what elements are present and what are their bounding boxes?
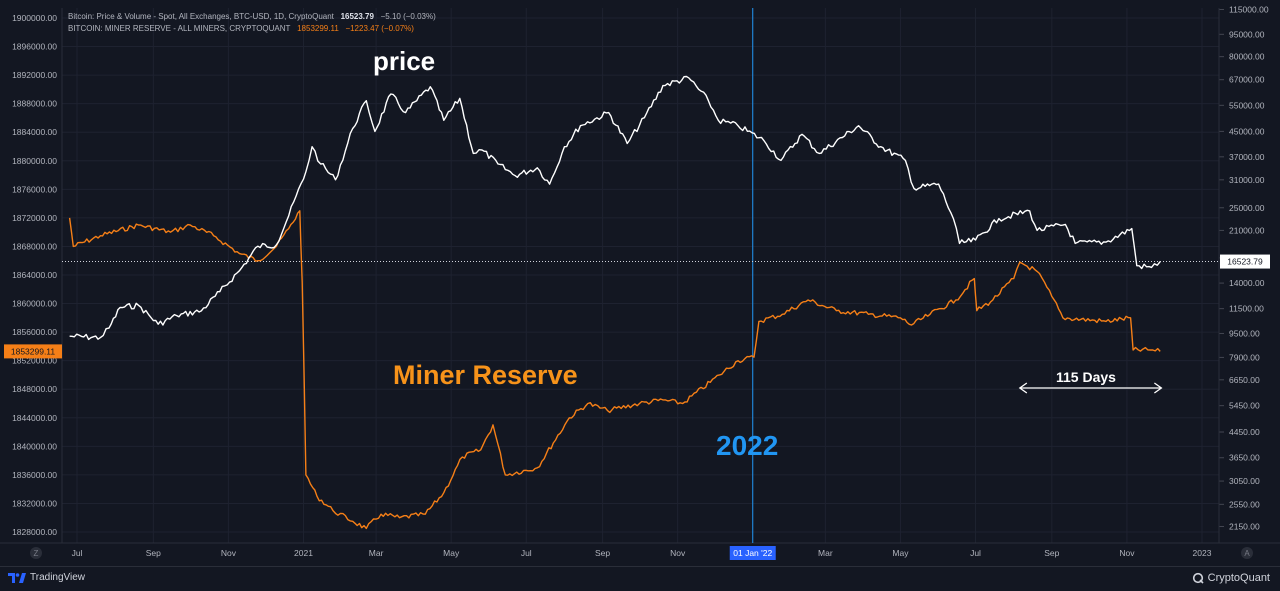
miner-value-badge [4,344,62,359]
x-axis-tick-label: May [443,548,460,558]
left-axis-tick-label: 1892000.00 [12,70,57,80]
right-axis-tick-label: 37000.00 [1229,152,1265,162]
left-axis-tick-label: 1900000.00 [12,13,57,23]
right-axis-tick-label: 2550.00 [1229,499,1260,509]
price-value-badge-label: 16523.79 [1227,257,1263,267]
right-axis-tick-label: 55000.00 [1229,100,1265,110]
chart-svg: 1900000.00 1896000.00 1892000.00 1888000.00… [0,5,1280,560]
x-axis-tick-label: Nov [670,548,686,558]
legend-price-label: Bitcoin: Price & Volume - Spot, All Exch… [68,12,334,21]
left-axis-tick-label: 1880000.00 [12,156,57,166]
left-axis-tick-label: 1896000.00 [12,42,57,52]
zoom-button[interactable] [30,547,42,559]
legend-price: Bitcoin: Price & Volume - Spot, All Exch… [68,12,436,21]
annotation-year: 2022 [716,430,779,461]
x-axis-tick-label: Mar [369,548,384,558]
x-axis-tick-label: Sep [146,548,161,558]
miner-value-badge-label: 1853299.11 [11,346,56,356]
right-axis-tick-label: 3050.00 [1229,476,1260,486]
tradingview-icon [8,572,26,583]
right-axis-tick-label: 11500.00 [1229,304,1264,314]
right-axis-tick-label: 5450.00 [1229,401,1260,411]
x-axis-tick-label: Mar [818,548,833,558]
right-axis-tick-label: 6650.00 [1229,375,1260,385]
price-value-badge [1220,254,1270,269]
right-axis-tick-label: 21000.00 [1229,225,1265,235]
right-axis-tick-label: 95000.00 [1229,29,1265,39]
x-axis-tick-label: May [892,548,909,558]
x-axis-tick-label: 2021 [294,548,313,558]
right-axis-tick-label: 7900.00 [1229,352,1260,362]
x-axis-tick-label: 2023 [1193,548,1212,558]
left-axis-tick-label: 1868000.00 [12,241,57,251]
tradingview-logo[interactable]: TradingView [8,572,85,583]
tradingview-label: TradingView [30,572,86,583]
series-price-line [69,75,1161,341]
left-axis-tick-label: 1852000.00 [12,356,57,366]
legend-miner-reserve: BITCOIN: MINER RESERVE - ALL MINERS, CRY… [68,24,414,33]
days-arrow-left-head [1018,382,1028,394]
right-axis-tick-label: 14000.00 [1229,278,1265,288]
right-axis-tick-label: 115000.00 [1229,5,1269,15]
legend-miner-label: BITCOIN: MINER RESERVE - ALL MINERS, CRY… [68,24,291,33]
date-badge-label: 01 Jan '22 [733,548,772,558]
legend-price-value: 16523.79 [340,12,374,21]
right-axis-tick-label: 80000.00 [1229,52,1265,62]
left-axis-tick-label: 1840000.00 [12,441,57,451]
zoom-button-label[interactable]: Z [34,549,39,558]
left-axis-tick-label: 1856000.00 [12,327,57,337]
right-axis-tick-label: 4450.00 [1229,427,1260,437]
right-axis-tick-label: 25000.00 [1229,203,1265,213]
x-axis-tick-label: Nov [1119,548,1135,558]
cryptoquant-icon [1192,572,1204,584]
x-axis-tick-label: Sep [595,548,610,558]
legend-miner-value: 1853299.11 [297,24,339,33]
annotation-price: price [373,46,436,76]
left-axis-tick-label: 1876000.00 [12,184,57,194]
left-axis-tick-label: 1884000.00 [12,127,57,137]
x-axis-tick-label: Sep [1044,548,1059,558]
auto-scale-button[interactable] [1241,547,1253,559]
cryptoquant-label: CryptoQuant [1207,572,1270,584]
left-axis-tick-label: 1888000.00 [12,99,57,109]
left-axis-tick-label: 1872000.00 [12,213,57,223]
days-arrow-right-head [1154,382,1163,394]
footer-bar: TradingView CryptoQuant [0,566,1280,591]
x-axis-tick-label: Jul [970,548,981,558]
right-axis-tick-label: 2150.00 [1229,522,1260,532]
left-axis-tick-label: 1848000.00 [12,384,57,394]
right-axis-tick-label: 9500.00 [1229,328,1260,338]
annotation-days: 115 Days [1056,369,1116,385]
x-axis-tick-label: Jul [72,548,83,558]
legend-price-change: −5.10 (−0.03%) [380,12,436,21]
annotation-miner-reserve: Miner Reserve [393,360,578,390]
left-axis-tick-label: 1828000.00 [12,527,57,537]
x-axis-tick-label: Nov [221,548,237,558]
date-badge [729,546,776,560]
legend-miner-change: −1223.47 (−0.07%) [345,24,414,33]
cryptoquant-logo[interactable]: CryptoQuant [1192,572,1270,584]
right-axis-tick-label: 67000.00 [1229,75,1265,85]
x-axis-tick-label: Jul [521,548,532,558]
left-axis-tick-label: 1844000.00 [12,413,57,423]
right-axis-tick-label: 45000.00 [1229,126,1265,136]
auto-scale-button-label[interactable]: A [1244,549,1250,558]
left-axis-tick-label: 1832000.00 [12,498,57,508]
right-axis-tick-label: 3650.00 [1229,453,1260,463]
right-axis-tick-label: 31000.00 [1229,175,1265,185]
left-axis-tick-label: 1836000.00 [12,470,57,480]
left-axis-tick-label: 1860000.00 [12,299,57,309]
left-axis-tick-label: 1864000.00 [12,270,57,280]
